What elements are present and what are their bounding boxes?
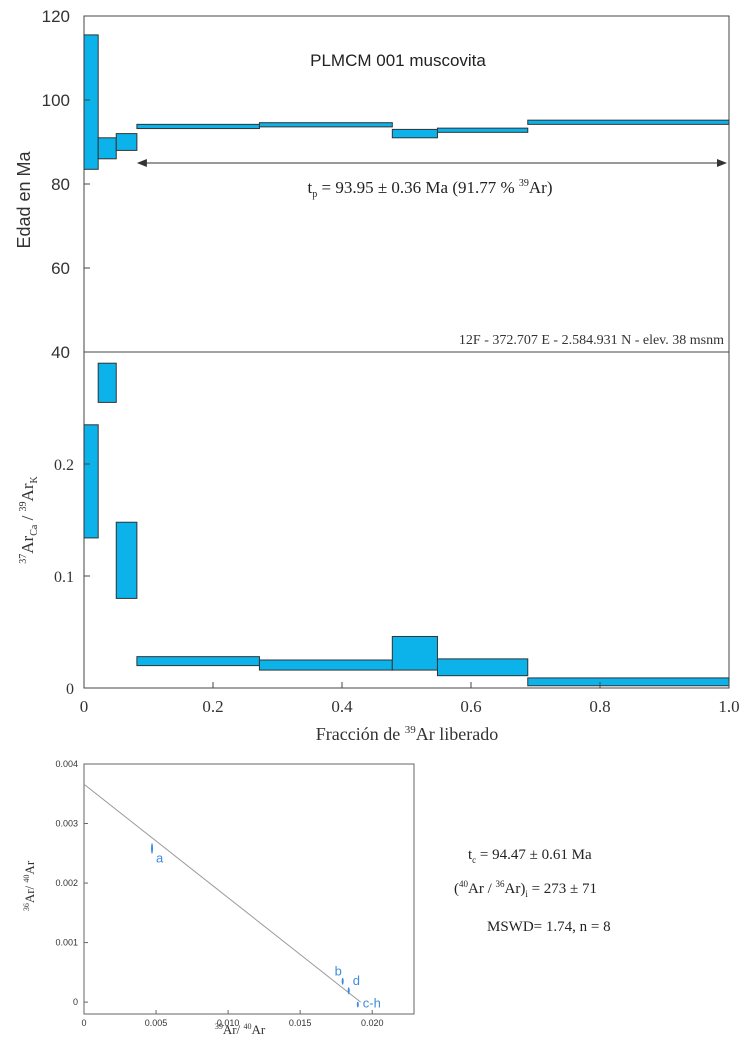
age-ytick-label: 60 [51,259,70,278]
age-step-1 [84,35,98,169]
ratio-mid: Ar / [468,881,496,897]
isochron-point-label: d [353,973,360,988]
iso-xlabel-sup1: 39 [215,1022,223,1031]
cak-ylabel-sup1: 37 [18,554,29,564]
age-y-ticks: 40 60 80 100 120 [42,7,90,362]
ca-k-spectrum-panel: 00.10.2 0 0.2 0.4 0.6 0.8 1.0 37ArCa / 39ArK … [18,352,740,744]
iso-plot-frame [84,764,414,1014]
iso-xlabel-main2: Ar [251,1022,265,1037]
age-ytick-label: 100 [42,91,70,110]
isochron-points: a bdc-h [151,843,381,1010]
iso-xlabel-sup2: 40 [243,1022,251,1031]
iso-xtick-label: 0 [81,1018,86,1028]
cak-step-4 [137,657,260,666]
plateau-end: Ar) [529,178,553,197]
iso-ylabel-sup2: 40 [22,875,31,883]
cak-xlabel-pre: Fracción de [316,724,405,744]
age-step-3 [116,134,137,151]
isochron-point-d [348,987,350,994]
plateau-sup: 39 [519,178,529,189]
age-spectrum-panel: 40 60 80 100 120 PLMCM 001 muscovita Edad en… [14,7,729,362]
plateau-arrow [137,159,727,167]
isochron-point-a [151,843,153,854]
cak-step-1 [84,425,98,538]
age-step-7 [437,128,527,132]
cak-ylabel-sup2: 39 [18,501,29,511]
plateau-label: tp = 93.95 ± 0.36 Ma (91.77 % 39Ar) [308,178,553,200]
isochron-point-label: a [156,851,164,866]
plateau-arrow-head-right [717,159,727,167]
cak-steps [84,363,729,686]
age-step-4 [137,124,260,128]
cak-xtick-label: 0.8 [589,697,610,716]
cak-step-6 [392,636,437,670]
cak-step-8 [528,678,729,686]
cak-ytick-label: 0.1 [54,569,74,586]
isochron-point-label: b [335,963,342,978]
isochron-age-stat: tc = 94.47 ± 0.61 Ma [468,847,592,865]
cak-xtick-label: 0.6 [460,697,481,716]
cak-ylabel-sub2: K [29,475,40,483]
cak-ylabel-mid: / [18,511,37,524]
age-ytick-label: 40 [51,343,70,362]
initial-ratio-stat: (40Ar / 36Ar)i = 273 ± 71 [454,879,597,899]
location-label: 12F - 372.707 E - 2.584.931 N - elev. 38… [459,333,724,348]
cak-ytick-label: 0 [66,681,74,698]
isochron-point-b [342,978,344,985]
iso-ylabel-main1: Ar/ [22,883,37,904]
cak-step-3 [116,522,137,598]
age-ytick-label: 80 [51,175,70,194]
age-ytick-label: 120 [42,7,70,26]
iso-ytick-label: 0.001 [55,938,78,948]
tc-value: = 94.47 ± 0.61 Ma [476,847,592,863]
isochron-panel: 0 0.001 0.002 0.003 0.004 0 0.005 0.010 0.015 0.… [22,759,611,1037]
cak-xtick-label: 0.2 [202,697,223,716]
plateau-value: = 93.95 ± 0.36 Ma (91.77 % [317,178,519,197]
age-title: PLMCM 001 muscovita [310,51,486,70]
iso-ytick-label: 0.004 [55,759,78,769]
iso-y-ticks: 0 0.001 0.002 0.003 0.004 [55,759,88,1007]
cak-xtick-label: 1.0 [718,697,739,716]
mswd-stat: MSWD= 1.74, n = 8 [487,919,611,935]
cak-xlabel-post: Ar liberado [416,724,498,744]
iso-x-axis-label: 39Ar/ 40Ar [215,1022,266,1037]
cak-ylabel-main2: Ar [18,483,37,501]
cak-y-axis-label: 37ArCa / 39ArK [18,475,40,563]
isochron-point-c-h [357,1002,359,1008]
cak-xlabel-sup: 39 [405,724,417,736]
iso-ylabel-sup1: 36 [22,903,31,911]
cak-ytick-label: 0.2 [54,457,74,474]
cak-x-ticks: 0 0.2 0.4 0.6 0.8 1.0 [80,682,740,716]
cak-xtick-label: 0.4 [331,697,353,716]
iso-xtick-label: 0.020 [361,1018,384,1028]
age-step-6 [392,129,437,137]
iso-xlabel-main1: Ar/ [223,1022,244,1037]
iso-ytick-label: 0.003 [55,819,78,829]
cak-x-axis-label: Fracción de 39Ar liberado [316,724,498,744]
age-step-5 [259,123,392,127]
ratio-close: Ar) [505,881,526,897]
age-step-8 [528,120,729,124]
age-y-axis-label: Edad en Ma [14,150,34,248]
ratio-value: = 273 ± 71 [528,881,597,897]
cak-ylabel-sub1: Ca [29,524,40,536]
iso-ylabel-main2: Ar [22,860,37,874]
iso-xtick-label: 0.005 [145,1018,168,1028]
iso-xtick-label: 0.015 [289,1018,312,1028]
cak-xtick-label: 0 [80,697,89,716]
iso-ytick-label: 0 [73,997,78,1007]
isochron-point-label: c-h [363,995,381,1010]
cak-step-5 [259,660,392,670]
age-step-2 [98,138,116,159]
cak-step-7 [437,659,527,676]
isochron-fit-line [84,784,361,1002]
plateau-arrow-head-left [137,159,147,167]
cak-step-2 [98,363,116,402]
cak-ylabel-main1: Ar [18,535,37,553]
iso-y-axis-label: 36Ar/ 40Ar [22,860,37,911]
iso-ytick-label: 0.002 [55,878,78,888]
